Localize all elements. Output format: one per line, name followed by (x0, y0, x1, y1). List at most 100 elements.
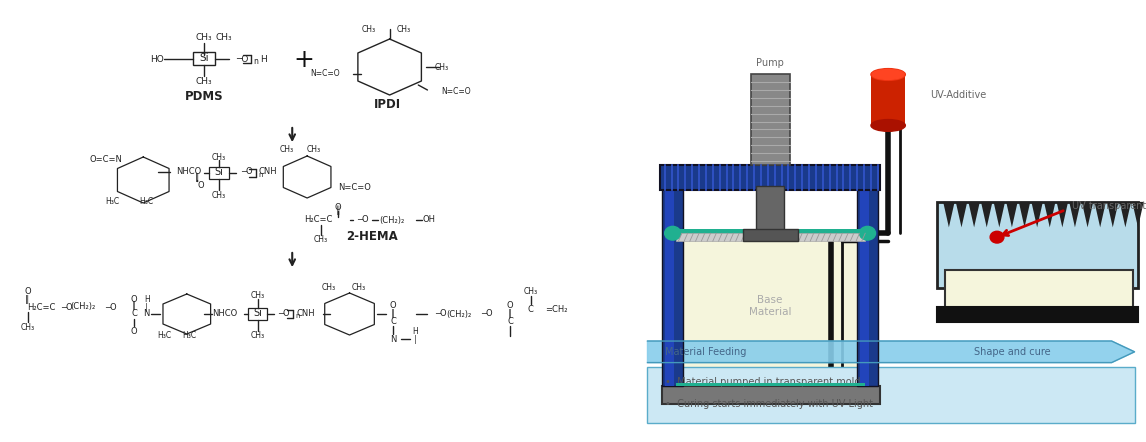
Polygon shape (1057, 202, 1068, 227)
Text: H: H (411, 328, 418, 336)
Text: CH₃: CH₃ (196, 33, 212, 42)
Text: Si: Si (214, 167, 223, 177)
Circle shape (665, 226, 681, 240)
Text: Base
Material: Base Material (748, 295, 792, 316)
Text: CH₃: CH₃ (397, 24, 410, 34)
Text: C: C (507, 316, 513, 325)
Text: C: C (390, 316, 397, 325)
Text: OH: OH (422, 216, 435, 225)
Text: Shape and cure: Shape and cure (974, 347, 1051, 357)
Text: H₂C=C: H₂C=C (28, 302, 56, 312)
FancyBboxPatch shape (665, 182, 674, 386)
FancyBboxPatch shape (209, 167, 229, 179)
Text: •  Material pumped in transparent mold: • Material pumped in transparent mold (665, 377, 861, 387)
Text: 2-HEMA: 2-HEMA (346, 230, 399, 244)
Text: CH₃: CH₃ (212, 152, 226, 161)
Polygon shape (1069, 202, 1081, 227)
FancyBboxPatch shape (860, 182, 869, 386)
Text: O: O (390, 301, 397, 310)
Text: CH₃: CH₃ (322, 282, 336, 292)
Text: O: O (335, 202, 342, 212)
Text: ─O: ─O (358, 216, 369, 225)
Text: ─O: ─O (236, 54, 249, 64)
Text: CH₃: CH₃ (196, 77, 212, 87)
Text: =CH₂: =CH₂ (545, 305, 568, 313)
Text: H₃C: H₃C (105, 198, 119, 206)
FancyBboxPatch shape (662, 182, 683, 386)
Text: O: O (507, 301, 513, 310)
FancyBboxPatch shape (662, 386, 880, 404)
Text: C: C (527, 305, 534, 313)
Text: H: H (143, 296, 150, 305)
Text: CH₃: CH₃ (251, 290, 265, 300)
Text: O: O (197, 180, 204, 190)
Text: H₂C=C: H₂C=C (304, 216, 332, 225)
Polygon shape (1044, 202, 1055, 227)
Text: n: n (296, 313, 300, 319)
Polygon shape (1094, 202, 1106, 227)
Text: CNH: CNH (297, 309, 315, 319)
Text: CH₃: CH₃ (434, 62, 448, 72)
Text: ─O: ─O (435, 309, 447, 319)
FancyBboxPatch shape (647, 366, 1135, 423)
Text: Pump: Pump (756, 58, 784, 68)
Text: (CH₂)₂: (CH₂)₂ (70, 302, 95, 312)
Text: UV transparent Mold: UV transparent Mold (1072, 201, 1146, 211)
Polygon shape (1019, 202, 1030, 227)
Text: HO: HO (150, 54, 164, 64)
Text: N=C=O: N=C=O (311, 69, 340, 79)
Text: CH₃: CH₃ (215, 33, 231, 42)
Text: CH₃: CH₃ (362, 24, 376, 34)
Polygon shape (943, 202, 955, 227)
Polygon shape (1006, 202, 1018, 227)
Text: (CH₂)₂: (CH₂)₂ (379, 216, 405, 225)
FancyBboxPatch shape (193, 52, 215, 65)
Ellipse shape (871, 69, 905, 80)
Text: CH₃: CH₃ (251, 332, 265, 340)
Text: H₃C: H₃C (182, 331, 196, 339)
Text: CNH: CNH (259, 168, 277, 176)
Polygon shape (1132, 202, 1144, 227)
Text: O: O (131, 294, 138, 304)
Text: CH₃: CH₃ (524, 287, 537, 297)
FancyBboxPatch shape (682, 237, 860, 382)
Text: +: + (293, 48, 314, 72)
FancyBboxPatch shape (676, 383, 865, 386)
Text: CH₃: CH₃ (307, 145, 321, 155)
Text: NHCO: NHCO (212, 309, 237, 319)
Text: CH₃: CH₃ (280, 145, 293, 155)
Text: UV-Additive: UV-Additive (931, 90, 987, 100)
FancyBboxPatch shape (937, 307, 1138, 322)
FancyBboxPatch shape (676, 234, 865, 386)
Circle shape (990, 231, 1004, 243)
Polygon shape (968, 202, 980, 227)
Text: ‖: ‖ (508, 309, 512, 317)
Text: •  Curing starts immediately with UV Light: • Curing starts immediately with UV Ligh… (665, 399, 873, 409)
Polygon shape (1120, 202, 1131, 227)
Text: H₃C: H₃C (140, 198, 154, 206)
Polygon shape (994, 202, 1005, 227)
Text: CH₃: CH₃ (21, 323, 34, 332)
Text: ─O: ─O (278, 309, 290, 319)
Text: CH₃: CH₃ (352, 282, 366, 292)
Text: H: H (260, 54, 267, 64)
Polygon shape (981, 202, 992, 227)
Text: |: | (414, 335, 416, 343)
Text: CH₃: CH₃ (314, 236, 328, 244)
Text: O=C=N: O=C=N (89, 155, 123, 164)
Text: CH₃: CH₃ (212, 191, 226, 199)
Text: N=C=O: N=C=O (441, 88, 471, 96)
Text: Material Feeding: Material Feeding (665, 347, 746, 357)
Text: ‖: ‖ (391, 309, 395, 317)
FancyBboxPatch shape (676, 233, 865, 241)
Text: ─O: ─O (105, 302, 117, 312)
Polygon shape (1031, 202, 1043, 227)
Text: IPDI: IPDI (374, 98, 401, 110)
FancyBboxPatch shape (660, 164, 880, 190)
Text: NHCO: NHCO (176, 168, 202, 176)
Text: H₃C: H₃C (157, 331, 171, 339)
Polygon shape (647, 341, 1135, 362)
Ellipse shape (872, 69, 904, 80)
Text: ‖: ‖ (195, 174, 199, 183)
FancyBboxPatch shape (743, 229, 798, 241)
